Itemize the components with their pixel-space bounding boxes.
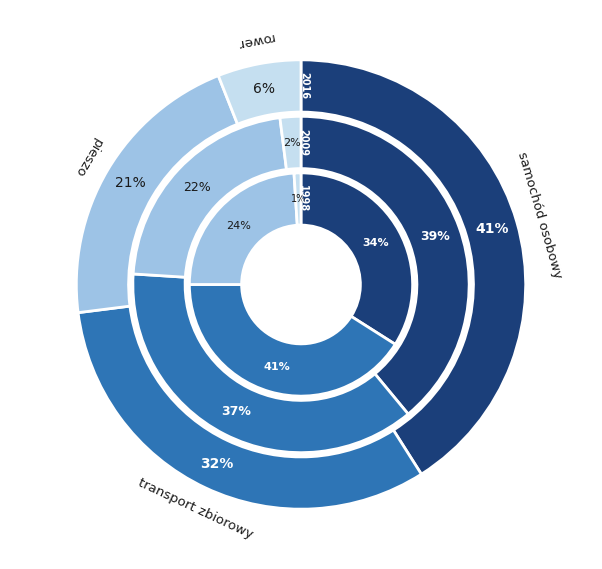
Text: 41%: 41%: [264, 362, 291, 372]
Text: pieszo: pieszo: [71, 137, 104, 180]
Text: rower: rower: [235, 31, 275, 51]
Wedge shape: [219, 60, 301, 124]
Text: 41%: 41%: [475, 222, 509, 236]
Wedge shape: [301, 116, 469, 414]
Text: samochód osobowy: samochód osobowy: [515, 150, 564, 280]
Text: 2%: 2%: [283, 138, 301, 148]
Wedge shape: [78, 306, 421, 509]
Text: 1998: 1998: [297, 185, 308, 213]
Wedge shape: [76, 76, 238, 312]
Wedge shape: [190, 284, 396, 396]
Text: 34%: 34%: [362, 238, 389, 248]
Text: 22%: 22%: [184, 181, 211, 194]
Wedge shape: [301, 60, 526, 474]
Text: 6%: 6%: [253, 83, 275, 97]
Text: transport zbiorowy: transport zbiorowy: [135, 477, 255, 542]
Text: 37%: 37%: [222, 405, 252, 418]
Wedge shape: [190, 173, 297, 284]
Text: 32%: 32%: [200, 457, 233, 471]
Text: 2009: 2009: [299, 129, 308, 156]
Text: 24%: 24%: [226, 221, 251, 231]
Text: 39%: 39%: [420, 230, 450, 243]
Wedge shape: [301, 173, 412, 344]
Text: 2016: 2016: [299, 72, 309, 100]
Wedge shape: [280, 116, 301, 170]
Text: 21%: 21%: [115, 176, 146, 191]
Wedge shape: [133, 274, 408, 453]
Text: 1%: 1%: [291, 194, 306, 204]
Wedge shape: [294, 173, 301, 225]
Wedge shape: [133, 118, 287, 277]
